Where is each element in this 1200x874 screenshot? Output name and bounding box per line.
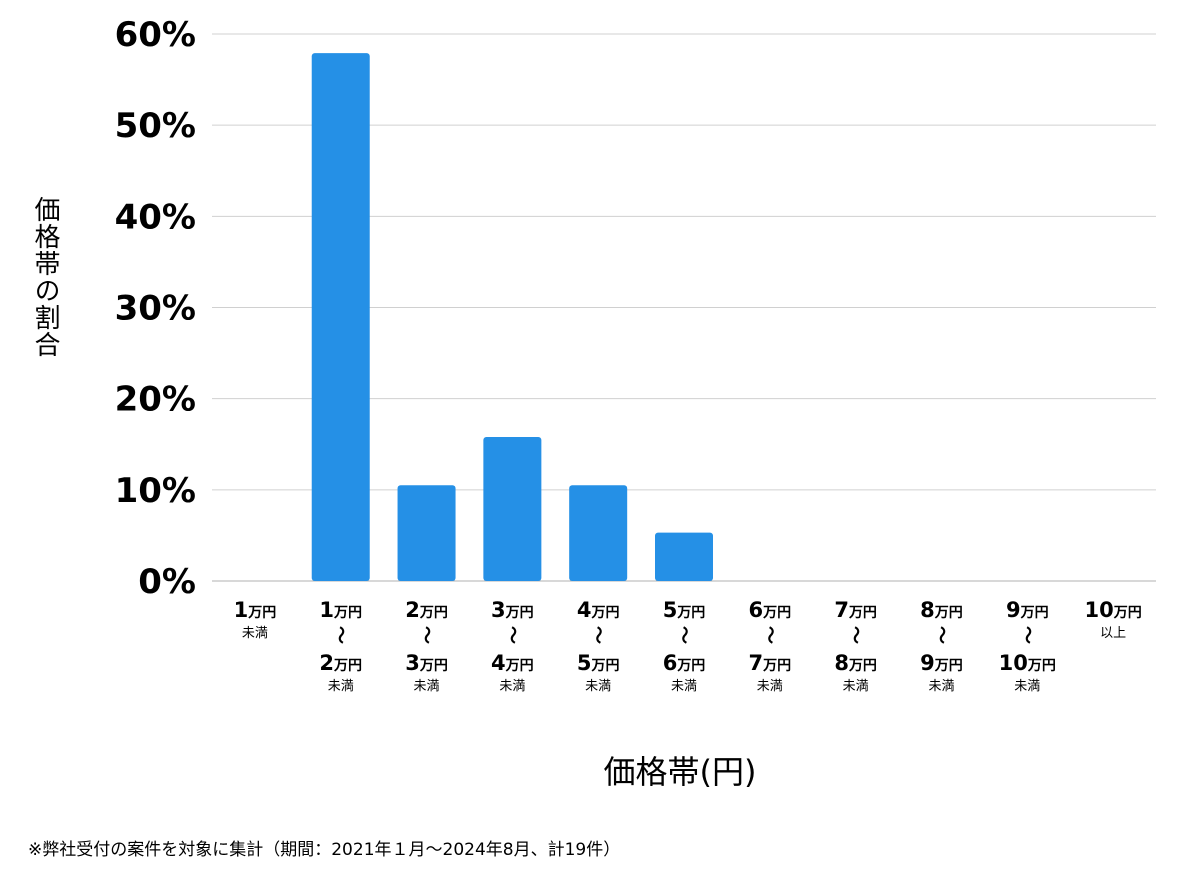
y-tick-label: 10% (115, 471, 196, 511)
x-tick-suffix: 未満 (414, 679, 440, 694)
bar (311, 53, 370, 581)
x-tick-label: 7万円 (834, 598, 877, 622)
x-tick-tilde: 〜 (330, 626, 351, 644)
x-tick-tilde: 〜 (845, 626, 866, 644)
x-tick-tilde: 〜 (501, 626, 522, 644)
bar (569, 485, 628, 581)
x-tick-label: 1万円 (234, 598, 277, 622)
x-tick-tilde: 〜 (416, 626, 437, 644)
x-tick-label: 7万円 (749, 651, 792, 675)
bar (655, 532, 713, 581)
x-tick-label: 2万円 (405, 598, 448, 622)
x-tick-suffix: 未満 (585, 679, 611, 694)
x-axis-label: 価格帯(円) (603, 753, 757, 791)
x-tick-label: 10万円 (1084, 598, 1141, 622)
x-tick-suffix: 未満 (757, 679, 783, 694)
x-tick-label: 6万円 (663, 651, 706, 675)
y-tick-label: 30% (115, 289, 196, 329)
x-tick-label: 8万円 (920, 598, 963, 622)
x-tick-label: 3万円 (405, 651, 448, 675)
y-tick-label: 0% (138, 562, 196, 602)
x-tick-label: 4万円 (491, 651, 534, 675)
x-tick-suffix: 未満 (499, 679, 525, 694)
x-tick-label: 9万円 (920, 651, 963, 675)
bar (397, 485, 456, 581)
x-tick-tilde: 〜 (759, 626, 780, 644)
x-tick-label: 5万円 (663, 598, 706, 622)
y-tick-label: 50% (115, 106, 196, 146)
x-tick-label: 1万円 (319, 598, 362, 622)
y-axis-label: 価格帯の割合 (30, 196, 60, 358)
x-tick-suffix: 以上 (1100, 626, 1126, 641)
x-tick-label: 9万円 (1006, 598, 1049, 622)
x-tick-tilde: 〜 (930, 626, 951, 644)
x-tick-suffix: 未満 (671, 679, 697, 694)
x-tick-label: 6万円 (749, 598, 792, 622)
x-tick-tilde: 〜 (673, 626, 694, 644)
x-tick-suffix: 未満 (242, 626, 268, 641)
x-tick-suffix: 未満 (1014, 679, 1040, 694)
y-tick-label: 20% (115, 380, 196, 420)
x-tick-label: 3万円 (491, 598, 534, 622)
x-tick-tilde: 〜 (587, 626, 608, 644)
x-tick-suffix: 未満 (928, 679, 954, 694)
y-tick-label: 60% (115, 15, 196, 55)
x-tick-label: 5万円 (577, 651, 620, 675)
y-tick-label: 40% (115, 197, 196, 237)
x-tick-label: 2万円 (319, 651, 362, 675)
footnote: ※弊社受付の案件を対象に集計（期間：2021年１月〜2024年8月、計19件） (28, 840, 621, 860)
x-tick-label: 10万円 (999, 651, 1056, 675)
x-tick-label: 4万円 (577, 598, 620, 622)
x-tick-tilde: 〜 (1016, 626, 1037, 644)
x-tick-suffix: 未満 (843, 679, 869, 694)
x-tick-label: 8万円 (834, 651, 877, 675)
x-tick-suffix: 未満 (328, 679, 354, 694)
bar (483, 436, 542, 581)
